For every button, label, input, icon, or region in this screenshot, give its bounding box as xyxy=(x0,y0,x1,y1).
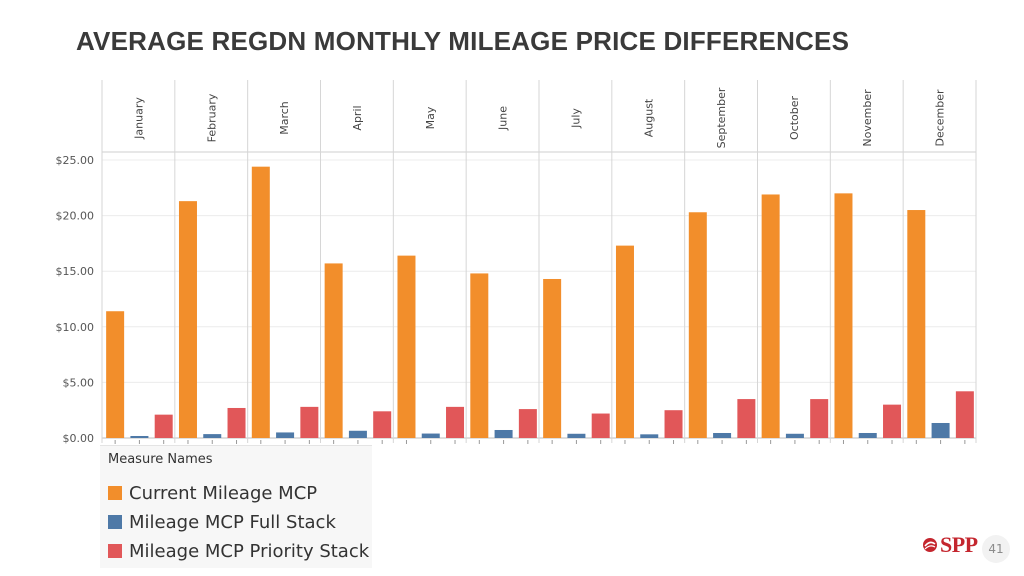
bar xyxy=(373,411,392,438)
bar xyxy=(494,429,513,438)
bar xyxy=(178,201,197,438)
bar xyxy=(470,273,489,438)
bar xyxy=(955,391,974,438)
bar xyxy=(858,432,877,438)
x-category-label: September xyxy=(715,87,728,148)
x-category-label: July xyxy=(569,108,582,129)
page-title: AVERAGE REGDN MONTHLY MILEAGE PRICE DIFF… xyxy=(76,26,850,56)
legend-swatch xyxy=(108,515,122,529)
bar xyxy=(907,210,926,438)
legend-item-full-stack: Mileage MCP Full Stack xyxy=(108,511,336,533)
legend-swatch xyxy=(108,544,122,558)
legend-item-current-mileage: Current Mileage MCP xyxy=(108,482,317,504)
legend-title: Measure Names xyxy=(108,452,213,467)
legend-label: Mileage MCP Full Stack xyxy=(129,511,336,533)
legend-swatch xyxy=(108,486,122,500)
bar xyxy=(785,433,804,438)
bar xyxy=(810,399,829,438)
legend-label: Mileage MCP Priority Stack xyxy=(129,540,370,562)
x-category-label: December xyxy=(934,89,947,147)
bar xyxy=(203,434,222,438)
bar xyxy=(446,406,465,438)
y-tick-label: $25.00 xyxy=(56,154,95,167)
bar xyxy=(567,433,586,438)
bar xyxy=(251,166,270,438)
bar xyxy=(834,193,853,438)
bar xyxy=(931,422,950,438)
bar xyxy=(421,433,440,438)
x-category-label: April xyxy=(351,105,364,130)
bar xyxy=(688,212,707,438)
x-category-label: May xyxy=(424,106,437,129)
page-number: 41 xyxy=(982,535,1010,563)
bar xyxy=(397,255,416,438)
spp-logo-icon xyxy=(923,538,937,552)
bar xyxy=(640,434,659,438)
bar xyxy=(713,432,732,438)
bar-chart: $25.00 $20.00 $15.00 $10.00 $5.00 $0.00 Januar… xyxy=(56,80,977,445)
bar xyxy=(883,404,902,438)
y-tick-label: $10.00 xyxy=(56,321,95,334)
bar xyxy=(591,413,610,438)
bar xyxy=(664,410,683,438)
y-tick-label: $15.00 xyxy=(56,265,95,278)
bar xyxy=(615,245,634,438)
bar xyxy=(543,278,562,438)
bar xyxy=(761,194,780,438)
bar xyxy=(276,432,295,438)
y-tick-label: $0.00 xyxy=(63,432,95,445)
bar xyxy=(130,435,149,438)
bar xyxy=(518,409,537,438)
x-category-label: January xyxy=(132,97,145,140)
legend-item-priority-stack: Mileage MCP Priority Stack xyxy=(108,540,369,562)
x-category-label: February xyxy=(205,93,218,142)
legend-label: Current Mileage MCP xyxy=(129,482,318,504)
x-category-label: October xyxy=(788,96,801,140)
x-category-label: June xyxy=(497,106,510,131)
legend: Measure Names Current Mileage MCP Mileag… xyxy=(100,445,372,568)
spp-logo: SPP xyxy=(922,532,978,558)
x-category-label: August xyxy=(642,98,655,137)
y-tick-label: $5.00 xyxy=(63,376,95,389)
bar xyxy=(737,399,756,438)
bar xyxy=(324,263,343,438)
logo-text: SPP xyxy=(940,532,978,557)
bar xyxy=(348,430,367,438)
bar xyxy=(154,414,173,438)
bar xyxy=(300,406,319,438)
bar xyxy=(106,311,125,438)
bar xyxy=(227,407,246,438)
y-tick-label: $20.00 xyxy=(56,210,95,223)
x-category-label: November xyxy=(861,89,874,147)
x-category-label: March xyxy=(278,101,291,135)
